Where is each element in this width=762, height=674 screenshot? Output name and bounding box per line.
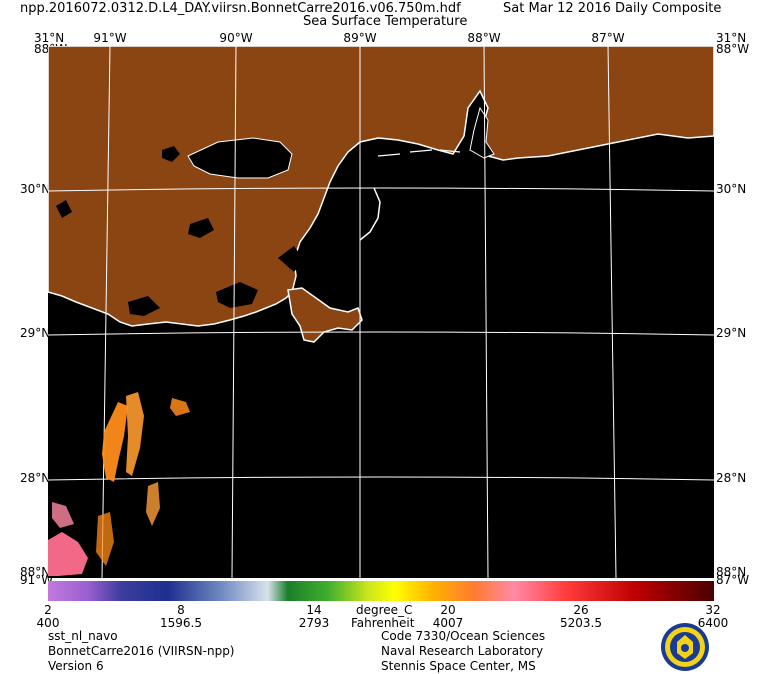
lake-maurepas: [162, 146, 180, 162]
land-mass: [48, 46, 714, 327]
lat-label-left-29: 29°N: [20, 326, 51, 340]
meridian-90w: [231, 46, 237, 578]
lake-inland: [56, 200, 72, 218]
lon-corner-top-right: 88°W: [716, 42, 750, 56]
tick-f-400: 400: [36, 616, 60, 630]
sst-patch-pink-1: [48, 532, 88, 576]
mobile-bay: [469, 106, 495, 159]
tick-c-8: 8: [177, 603, 185, 617]
footer-lab: Naval Research Laboratory: [381, 644, 544, 658]
marsh-water-3: [128, 296, 160, 316]
sst-patch-warm-3: [170, 398, 190, 416]
chandeleur-islands: [359, 187, 381, 241]
sst-patches: [48, 392, 190, 576]
meridian-88w: [483, 46, 489, 578]
graticule: [48, 46, 714, 578]
meridian-91w: [101, 46, 111, 578]
unit-fahrenheit: Fahrenheit: [351, 616, 415, 630]
lon-label-top-87: 87°W: [591, 31, 625, 45]
sst-patch-warm-1: [102, 402, 128, 482]
lat-label-right-28: 28°N: [716, 471, 747, 485]
parallel-28n: [48, 476, 714, 481]
lon-label-top-89: 89°W: [343, 31, 377, 45]
tick-c-26: 26: [573, 603, 589, 617]
footer-product: sst_nl_navo: [48, 629, 118, 643]
lat-corner-top-left: 31°N: [34, 31, 65, 45]
footer-region: BonnetCarre2016 (VIIRSN-npp): [48, 644, 235, 658]
lake-salvador: [188, 218, 214, 238]
lat-corner-bottom-right: 88°N: [716, 565, 747, 579]
lon-corner-bottom-left: 91°W: [20, 573, 54, 587]
lon-label-top-88: 88°W: [467, 31, 501, 45]
sst-patch-warm-5: [96, 512, 114, 566]
lat-corner-bottom-left: 88°N: [20, 565, 51, 579]
tick-f-1596: 1596.5: [160, 616, 202, 630]
sst-patch-warm-4: [146, 482, 160, 526]
color-bar-gradient: [48, 581, 714, 601]
lon-corner-bottom-right: 87°W: [716, 573, 750, 587]
lat-label-left-28: 28°N: [20, 471, 51, 485]
tick-f-5203: 5203.5: [560, 616, 602, 630]
lat-corner-top-right: 31°N: [716, 31, 747, 45]
lat-label-right-30: 30°N: [716, 182, 747, 196]
date-label: Sat Mar 12 2016 Daily Composite: [503, 1, 722, 16]
footer-version: Version 6: [48, 659, 104, 673]
lat-label-left-30: 30°N: [20, 182, 51, 196]
sst-map: [48, 46, 714, 578]
parallel-30n: [48, 187, 714, 192]
meridian-87w: [607, 46, 617, 578]
footer-location: Stennis Space Center, MS: [381, 659, 536, 673]
tick-f-4007: 4007: [432, 616, 464, 630]
river-delta: [287, 287, 363, 343]
tick-f-2793: 2793: [298, 616, 330, 630]
product-title: Sea Surface Temperature: [303, 14, 468, 29]
file-name: npp.2016072.0312.D.L4_DAY.viirsn.BonnetC…: [20, 1, 461, 16]
marsh-water-2: [278, 246, 304, 272]
tick-f-6400: 6400: [697, 616, 729, 630]
lake-pontchartrain: [187, 137, 293, 179]
footer-code: Code 7330/Ocean Sciences: [381, 629, 546, 643]
parallel-29n: [48, 331, 714, 336]
marsh-water-1: [216, 282, 258, 308]
tick-c-2: 2: [44, 603, 52, 617]
unit-celsius: degree_C: [356, 603, 413, 617]
nrl-seal-icon: [661, 623, 709, 671]
lat-label-right-29: 29°N: [716, 326, 747, 340]
color-bar: [48, 581, 714, 601]
tick-c-32: 32: [705, 603, 721, 617]
tick-c-20: 20: [440, 603, 456, 617]
sst-patch-warm-2: [126, 392, 144, 476]
lon-label-top-91: 91°W: [93, 31, 127, 45]
tick-c-14: 14: [306, 603, 322, 617]
barrier-islands: [377, 149, 461, 157]
lon-label-top-90: 90°W: [219, 31, 253, 45]
sst-patch-pink-2: [52, 502, 74, 528]
